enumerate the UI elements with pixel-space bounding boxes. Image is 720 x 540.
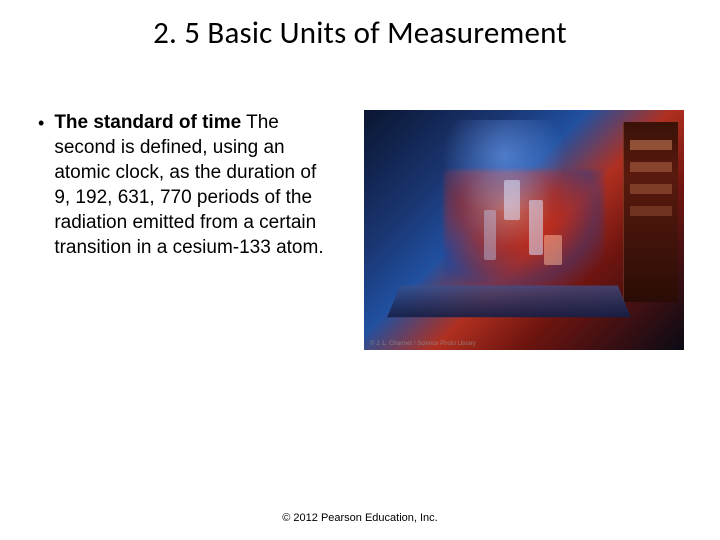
bullet-lead: The standard of time [54, 112, 241, 133]
copyright-footer: © 2012 Pearson Education, Inc. [0, 512, 720, 524]
atomic-clock-photo: © J. L. Charmet / Science Photo Library [364, 110, 684, 350]
bullet-block: • The standard of time The second is def… [36, 110, 336, 260]
slide-title: 2. 5 Basic Units of Measurement [0, 0, 720, 52]
bullet-marker: • [36, 110, 44, 260]
bullet-rest: The second is defined, using an atomic c… [54, 112, 323, 258]
photo-credit: © J. L. Charmet / Science Photo Library [370, 341, 476, 347]
content-row: • The standard of time The second is def… [0, 52, 720, 350]
image-column: © J. L. Charmet / Science Photo Library [348, 110, 684, 350]
bullet-text: The standard of time The second is defin… [54, 110, 336, 260]
